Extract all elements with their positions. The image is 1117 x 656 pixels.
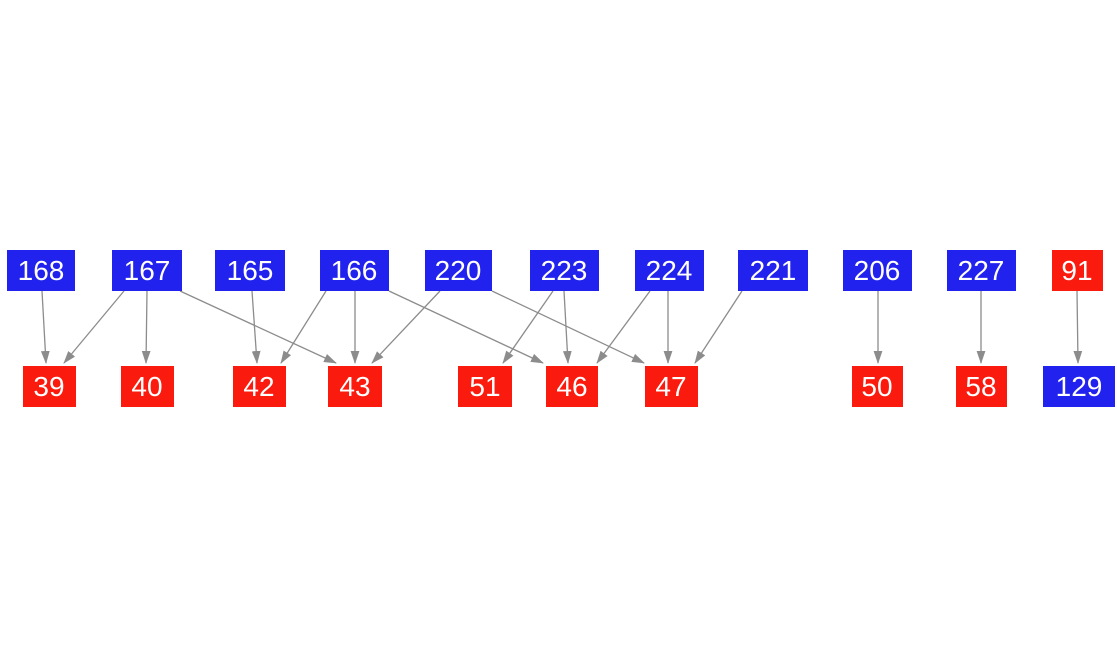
edge-223-51 bbox=[502, 290, 554, 364]
node-129: 129 bbox=[1043, 366, 1115, 407]
node-224: 224 bbox=[634, 250, 704, 291]
node-165: 165 bbox=[215, 250, 285, 291]
edge-220-47 bbox=[491, 290, 645, 364]
node-206: 206 bbox=[842, 250, 912, 291]
edge-91-129 bbox=[1073, 290, 1083, 364]
node-39: 39 bbox=[22, 366, 76, 407]
node-46: 46 bbox=[546, 366, 598, 407]
node-91: 91 bbox=[1051, 250, 1103, 291]
node-40: 40 bbox=[120, 366, 174, 407]
node-223: 223 bbox=[529, 250, 599, 291]
node-166: 166 bbox=[319, 250, 389, 291]
node-51: 51 bbox=[458, 366, 512, 407]
node-220: 220 bbox=[424, 250, 492, 291]
node-221: 221 bbox=[738, 250, 808, 291]
node-167: 167 bbox=[112, 250, 182, 291]
edge-167-39 bbox=[63, 290, 125, 364]
edge-166-42 bbox=[280, 290, 327, 364]
node-43: 43 bbox=[328, 366, 382, 407]
edge-165-42 bbox=[251, 290, 261, 364]
edge-168-39 bbox=[40, 290, 50, 364]
edge-167-40 bbox=[141, 290, 151, 364]
edge-166-46 bbox=[388, 290, 544, 364]
edge-224-46 bbox=[596, 290, 651, 364]
node-227: 227 bbox=[946, 250, 1016, 291]
node-42: 42 bbox=[232, 366, 286, 407]
edge-167-43 bbox=[179, 290, 337, 364]
edge-220-43 bbox=[371, 290, 441, 364]
node-47: 47 bbox=[644, 366, 698, 407]
edge-221-47 bbox=[694, 290, 743, 364]
node-58: 58 bbox=[955, 366, 1007, 407]
node-168: 168 bbox=[7, 250, 75, 291]
edge-223-46 bbox=[562, 290, 572, 364]
node-50: 50 bbox=[851, 366, 903, 407]
